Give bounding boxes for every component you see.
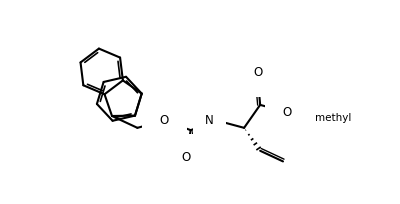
Text: methyl: methyl — [316, 113, 352, 123]
Text: O: O — [282, 106, 292, 119]
Text: N: N — [205, 114, 214, 127]
Text: O: O — [254, 66, 263, 79]
Text: H: H — [213, 109, 221, 119]
Text: O: O — [182, 152, 191, 164]
Text: O: O — [160, 114, 169, 127]
